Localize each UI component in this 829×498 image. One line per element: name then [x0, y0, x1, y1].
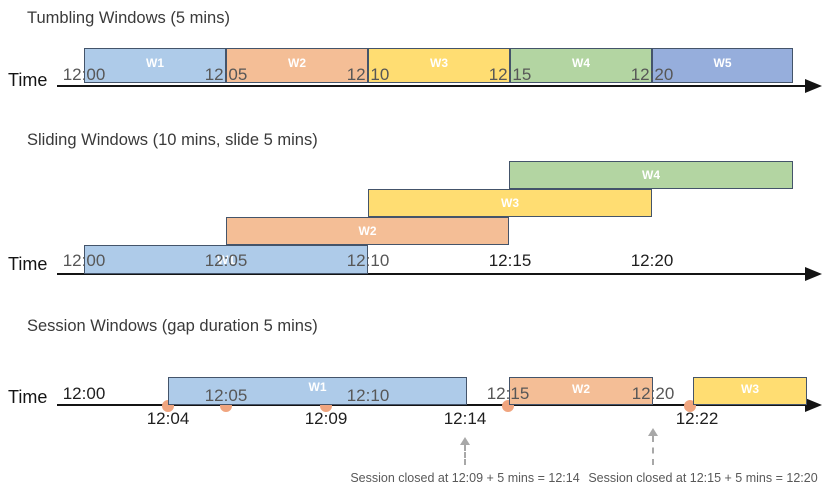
sliding-title: Sliding Windows (10 mins, slide 5 mins): [27, 131, 318, 149]
tumbling-window-w5: W5: [652, 48, 793, 83]
window-label: W2: [572, 382, 590, 396]
sliding-tick-1220: 12:20: [630, 251, 674, 270]
window-label: W1: [146, 56, 164, 70]
event-label-1214: 12:14: [443, 409, 487, 428]
sliding-tick-1205: 12:05: [204, 251, 248, 270]
window-label: W4: [572, 56, 590, 70]
window-label: W3: [430, 56, 448, 70]
session-tick-1200: 12:00: [62, 384, 106, 403]
tumbling-timeline-arrow-icon: [805, 79, 822, 93]
tumbling-timeline: [57, 85, 807, 87]
tumbling-window-w2: W2: [226, 48, 368, 83]
session-tick-1220: 12:20: [631, 384, 675, 403]
session-timeline-arrow-icon: [805, 398, 822, 412]
callout-arrow-line: [652, 436, 654, 465]
sliding-timeline: [57, 273, 807, 275]
callout-arrow-line: [464, 445, 466, 465]
event-label-1222: 12:22: [675, 409, 719, 428]
session-annotation-2: Session closed at 12:15 + 5 mins = 12:20: [588, 471, 818, 485]
session-annotation-1: Session closed at 12:09 + 5 mins = 12:14: [350, 471, 580, 485]
window-label: W4: [642, 168, 660, 182]
callout-arrowhead-icon: [460, 437, 470, 445]
tumbling-tick-1210: 12:10: [346, 65, 390, 84]
tumbling-time-label: Time: [8, 70, 48, 90]
sliding-tick-1210: 12:10: [346, 251, 390, 270]
tumbling-window-w3: W3: [368, 48, 510, 83]
sliding-time-label: Time: [8, 254, 48, 274]
tumbling-window-w4: W4: [510, 48, 652, 83]
sliding-tick-1215: 12:15: [488, 251, 532, 270]
window-label: W3: [741, 382, 759, 396]
sliding-timeline-arrow-icon: [805, 267, 822, 281]
session-window-w1: W1: [168, 377, 467, 405]
session-timeline: [57, 404, 807, 406]
sliding-window-w2: W2: [226, 217, 509, 245]
sliding-window-w4: W4: [509, 161, 793, 189]
tumbling-tick-1205: 12:05: [204, 65, 248, 84]
event-label-1209: 12:09: [304, 409, 348, 428]
window-label: W3: [501, 196, 519, 210]
sliding-tick-1200: 12:00: [62, 251, 106, 270]
session-time-label: Time: [8, 387, 48, 407]
session-tick-1210: 12:10: [346, 386, 390, 405]
session-tick-1205: 12:05: [204, 386, 248, 405]
callout-arrowhead-icon: [648, 428, 658, 436]
session-tick-1215: 12:15: [486, 384, 530, 403]
tumbling-title: Tumbling Windows (5 mins): [27, 9, 230, 27]
window-label: W5: [713, 56, 732, 70]
event-label-1204: 12:04: [146, 409, 190, 428]
session-window-w3: W3: [693, 377, 807, 405]
window-label: W1: [217, 253, 235, 267]
session-title: Session Windows (gap duration 5 mins): [27, 317, 318, 335]
tumbling-tick-1220: 12:20: [630, 65, 674, 84]
window-label: W1: [308, 380, 327, 394]
sliding-window-w3: W3: [368, 189, 652, 217]
window-label: W2: [288, 56, 306, 70]
session-window-w2: W2: [509, 377, 653, 405]
sliding-window-w1: W1: [84, 245, 368, 274]
tumbling-tick-1200: 12:00: [62, 65, 106, 84]
tumbling-tick-1215: 12:15: [488, 65, 532, 84]
window-label: W2: [358, 224, 377, 238]
tumbling-window-w1: W1: [84, 48, 226, 83]
